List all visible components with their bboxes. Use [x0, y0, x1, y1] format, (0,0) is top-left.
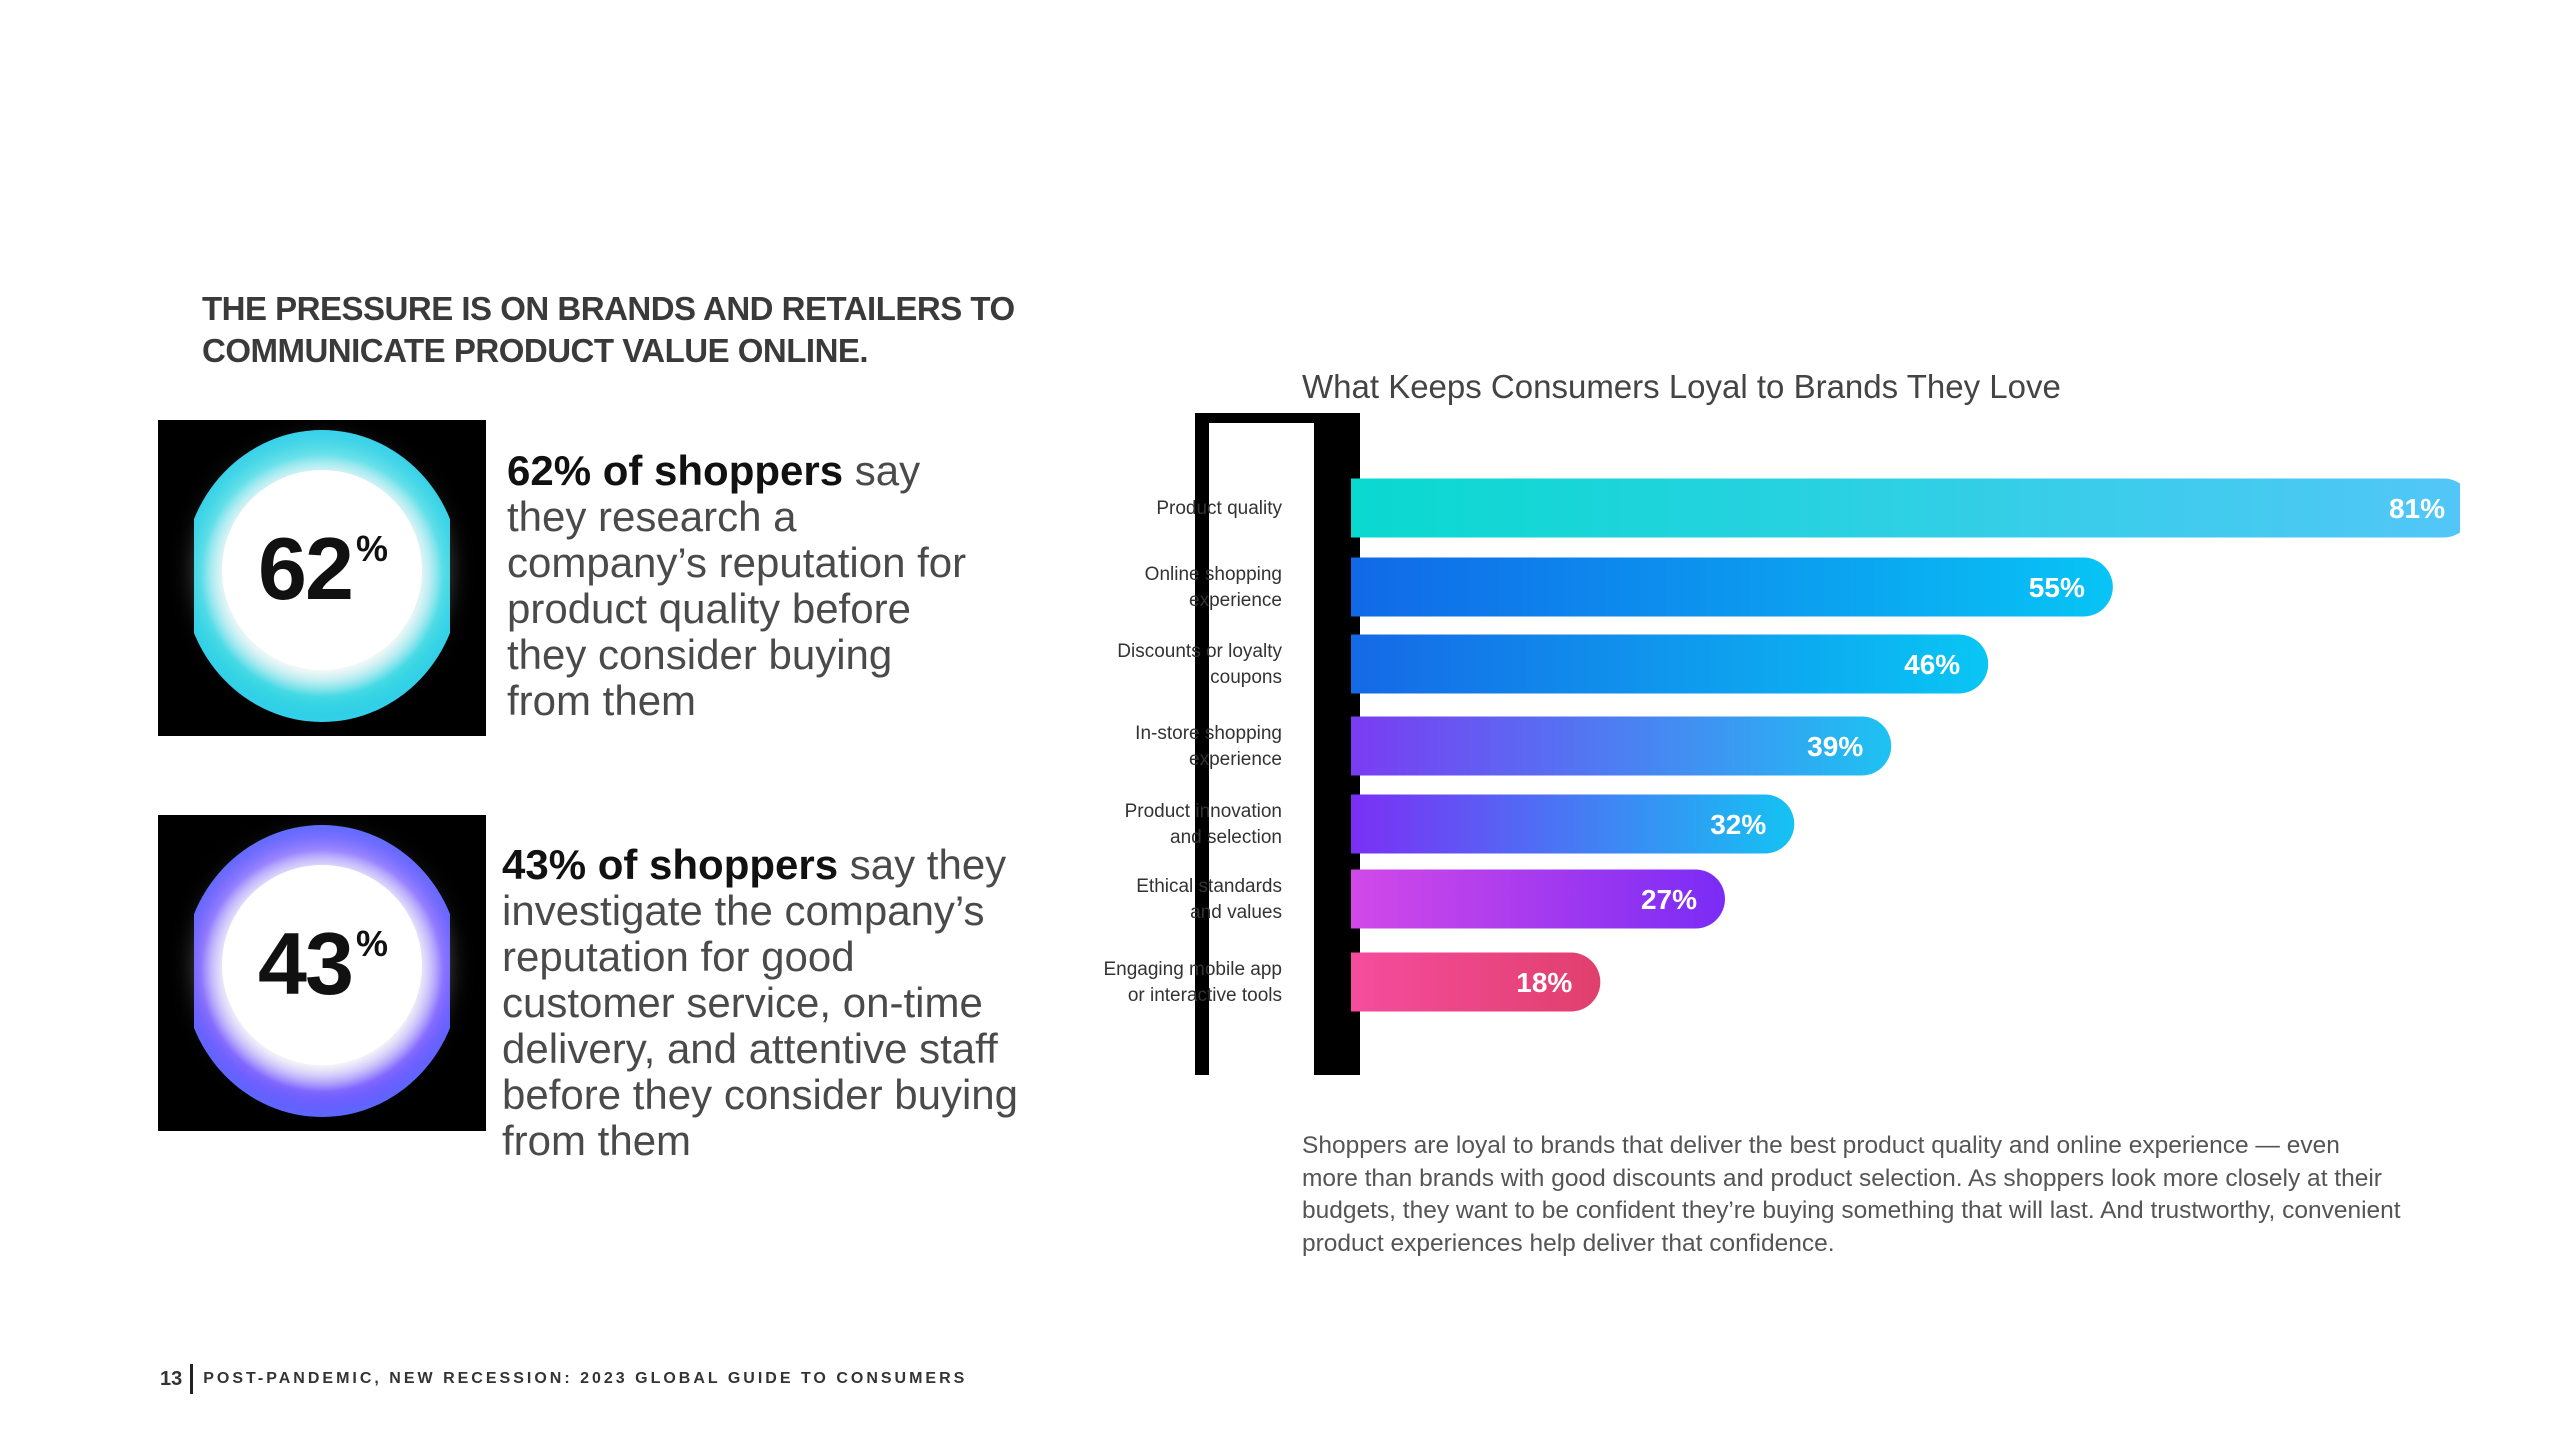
chart-caption: Shoppers are loyal to brands that delive…	[1302, 1132, 2401, 1257]
category-label: Ethical standards and values	[1136, 876, 1282, 923]
bar-4	[1351, 716, 1892, 776]
footer: 13 POST-PANDEMIC, NEW RECESSION: 2023 GL…	[160, 1364, 967, 1394]
bar-value-label: 46%	[1904, 649, 1960, 680]
stat-rest: say they research a company’s reputation…	[507, 447, 967, 724]
bar-value-label: 55%	[2029, 572, 2085, 603]
chart-frame-left	[1195, 413, 1209, 1075]
category-label: In-store shopping experience	[1135, 723, 1282, 770]
headline: THE PRESSURE IS ON BRANDS AND RETAILERS …	[202, 288, 1102, 372]
white-disc	[222, 865, 422, 1065]
bar-1	[1351, 478, 2460, 538]
stat-bold: 62% of shoppers	[507, 447, 844, 494]
category-label: Engaging mobile app or interactive tools	[1103, 959, 1282, 1006]
bar-5	[1351, 794, 1795, 854]
stat-tile-62: 62%	[158, 420, 486, 736]
bar-value-label: 39%	[1807, 731, 1863, 762]
chart-title: What Keeps Consumers Loyal to Brands The…	[1302, 368, 2061, 405]
bar-3	[1351, 634, 1989, 694]
chart-frame-top	[1195, 413, 1359, 423]
stat-bold: 43% of shoppers	[502, 841, 839, 888]
stat-number: 62%	[258, 519, 388, 618]
category-label: Online shopping experience	[1145, 564, 1282, 611]
headline-line-1: THE PRESSURE IS ON BRANDS AND RETAILERS …	[202, 290, 1015, 327]
stat-number: 43%	[258, 914, 388, 1013]
bar-value-label: 32%	[1710, 809, 1766, 840]
stat-tile-43: 43%	[158, 815, 486, 1131]
bar-7	[1351, 952, 1601, 1012]
stat-rest: say they investigate the company’s reput…	[502, 841, 1018, 1164]
bar-value-label: 18%	[1516, 967, 1572, 998]
white-disc	[222, 470, 422, 670]
category-label: Discounts or loyalty coupons	[1117, 641, 1282, 688]
category-label: Product quality	[1156, 498, 1282, 519]
headline-line-2: COMMUNICATE PRODUCT VALUE ONLINE.	[202, 332, 869, 369]
bar-value-label: 27%	[1641, 884, 1697, 915]
bar-6	[1351, 869, 1725, 929]
footer-title: POST-PANDEMIC, NEW RECESSION: 2023 GLOBA…	[203, 1370, 968, 1387]
bar-2	[1351, 557, 2113, 617]
page-number: 13	[160, 1367, 183, 1390]
bar-value-label: 81%	[2389, 493, 2445, 524]
stat-text-43: 43% of shoppers say they investigate the…	[502, 842, 1022, 1164]
stat-text-62: 62% of shoppers say they research a comp…	[507, 448, 967, 724]
footer-divider	[190, 1364, 194, 1394]
category-label: Product innovation and selection	[1125, 801, 1282, 848]
loyalty-bar-chart: Product quality Online shopping experience…	[1103, 413, 2460, 1075]
